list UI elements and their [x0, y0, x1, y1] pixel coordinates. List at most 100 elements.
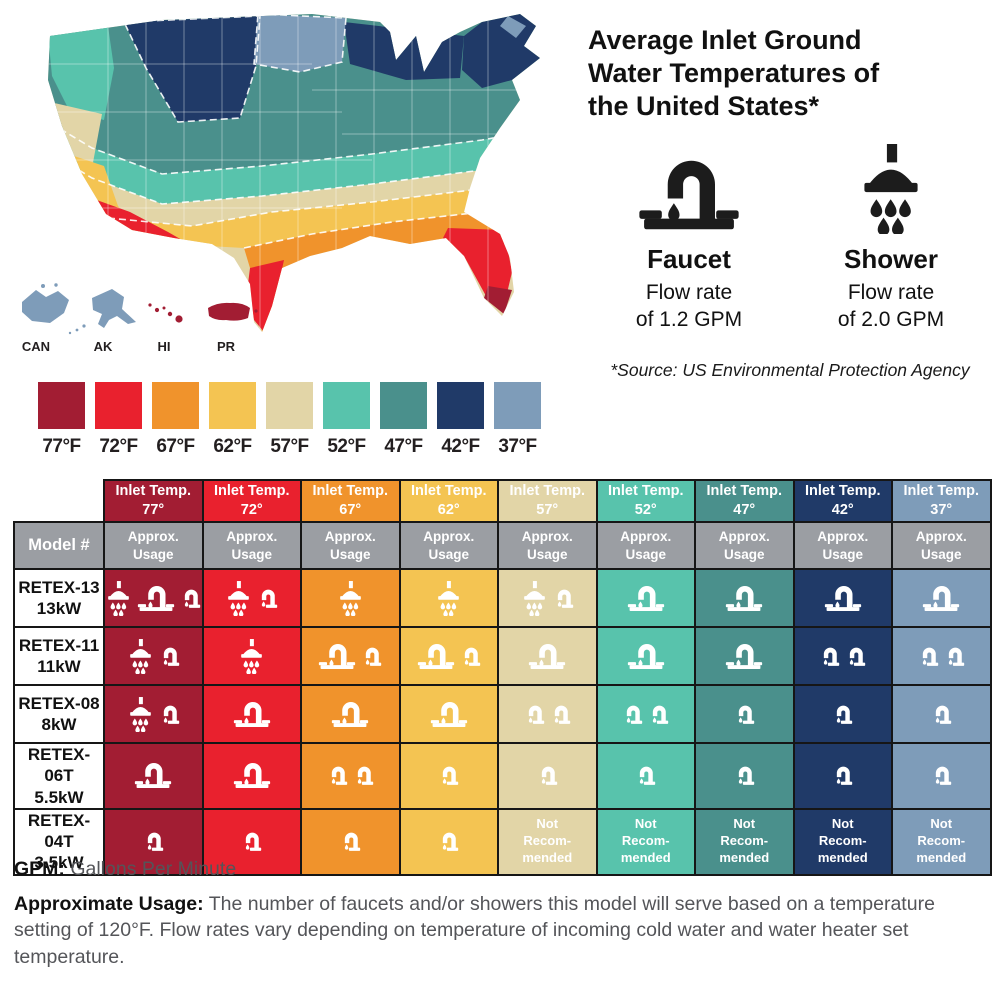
- model-cell: RETEX-04T 3.5kW: [13, 807, 105, 876]
- model-name: RETEX-06T: [27, 745, 91, 786]
- usage-cell: [300, 807, 401, 876]
- model-number-header: Model #: [13, 521, 105, 570]
- usage-icons: [499, 702, 596, 727]
- inlet-temp-header-value: 67°: [339, 502, 362, 518]
- shower-icon: [856, 144, 926, 234]
- usage-icons: [401, 829, 498, 854]
- approx-usage-header: Approx. Usage: [300, 521, 401, 570]
- faucet-sm-icon: [550, 702, 571, 727]
- usage-icons: [105, 829, 202, 854]
- faucet-sm-icon: [931, 763, 952, 788]
- inlet-temp-header-prefix: Inlet Temp.: [214, 483, 290, 500]
- page-title: Average Inlet Ground Water Temperatures …: [588, 24, 992, 124]
- legend-swatch: [209, 382, 256, 429]
- usage-icons: [204, 700, 301, 729]
- legend-item: 67°F: [152, 382, 199, 458]
- zone-72-florida: [442, 228, 512, 306]
- shower-icon: [127, 697, 154, 732]
- usage-icons: [795, 702, 892, 727]
- not-recommended-text: Not Recom-mended: [696, 816, 793, 867]
- title-line: the United States*: [588, 91, 820, 122]
- inlet-temp-header-prefix: Inlet Temp.: [805, 483, 881, 500]
- faucet-sm-icon: [159, 644, 180, 669]
- faucet-sm-icon: [257, 586, 278, 611]
- usage-icons: [893, 584, 990, 613]
- not-recommended-line: mended: [522, 850, 573, 866]
- faucet-sm-icon: [819, 644, 840, 669]
- model-cell: RETEX-11 11kW: [13, 626, 105, 686]
- model-power: 8kW: [41, 715, 77, 734]
- faucet-icon: [922, 584, 960, 613]
- legend-label: 62°F: [213, 436, 252, 457]
- not-recommended-line: Not: [831, 816, 854, 832]
- faucet-sm-icon: [361, 644, 382, 669]
- usage-icons: [105, 697, 202, 732]
- faucet-sm-icon: [524, 702, 545, 727]
- model-cell: RETEX-13 13kW: [13, 568, 105, 628]
- inlet-temp-header-value: 52°: [634, 502, 657, 518]
- legend-item: 47°F: [380, 382, 427, 458]
- legend-swatch: [437, 382, 484, 429]
- usage-icons: [893, 763, 990, 788]
- faucet-sm-icon: [832, 702, 853, 727]
- legend-item: 57°F: [266, 382, 313, 458]
- usage-icons: [401, 581, 498, 616]
- approx-usage-header-line: Approx.: [817, 528, 869, 544]
- approx-usage-header: Approx. Usage: [201, 521, 302, 570]
- inlet-temp-header: Inlet Temp. 47°: [694, 479, 795, 523]
- faucet-icon: [331, 700, 369, 729]
- inlet-temp-header: Inlet Temp. 77°: [103, 479, 204, 523]
- approx-usage-header: Approx. Usage: [497, 521, 598, 570]
- usage-icons: [598, 642, 695, 671]
- table-row: RETEX-06T 5.5kW: [13, 742, 992, 810]
- approx-usage-header-line: Approx.: [226, 528, 278, 544]
- inlet-temp-header-prefix: Inlet Temp.: [411, 483, 487, 500]
- inlet-temp-header-value: 42°: [831, 502, 854, 518]
- faucet-sm-icon: [635, 763, 656, 788]
- faucet-sm-icon: [159, 702, 180, 727]
- gpm-note-text: Gallons Per Minute: [64, 858, 237, 880]
- approx-usage-header-line: Approx.: [324, 528, 376, 544]
- inlet-temp-header: Inlet Temp. 72°: [201, 479, 302, 523]
- usage-cell: [398, 626, 499, 686]
- faucet-sm-icon: [734, 763, 755, 788]
- inlet-temp-header-value: 62°: [437, 502, 460, 518]
- usage-cell: Not Recom-mended: [694, 807, 795, 876]
- usage-cell: [497, 742, 598, 810]
- model-name: RETEX-04T: [27, 810, 91, 851]
- shower-icon: [225, 581, 252, 616]
- zone-72-stexas: [248, 260, 284, 332]
- usage-cell: [891, 568, 992, 628]
- usage-cell: [103, 568, 204, 628]
- inset-alaska: [68, 289, 136, 335]
- usage-cell: [694, 742, 795, 810]
- info-panel: Average Inlet Ground Water Temperatures …: [588, 24, 992, 381]
- usage-cell: [891, 742, 992, 810]
- usage-icons: [302, 642, 399, 671]
- usage-cell: [891, 626, 992, 686]
- usage-cell: [300, 684, 401, 744]
- usage-cell: Not Recom-mended: [792, 807, 893, 876]
- inset-label-hi: HI: [158, 339, 171, 354]
- approx-usage-header-line: Usage: [723, 546, 765, 562]
- usage-icons: [696, 702, 793, 727]
- inset-label-pr: PR: [217, 339, 236, 354]
- faucet-sm-icon: [734, 702, 755, 727]
- usage-icons: [302, 700, 399, 729]
- shower-label: Shower: [844, 243, 938, 274]
- faucet-sm-icon: [648, 702, 669, 727]
- legend-item: 42°F: [437, 382, 484, 458]
- approx-usage-header-line: Usage: [822, 546, 864, 562]
- faucet-sm-icon: [931, 702, 952, 727]
- inlet-temp-header: Inlet Temp. 67°: [300, 479, 401, 523]
- usage-icons: [105, 761, 202, 790]
- faucet-icon: [318, 642, 356, 671]
- inlet-temp-header-prefix: Inlet Temp.: [608, 483, 684, 500]
- usage-icons: [204, 761, 301, 790]
- approx-usage-header: Approx. Usage: [891, 521, 992, 570]
- title-line: Water Temperatures of: [588, 58, 880, 89]
- usage-note-label: Approximate Usage:: [14, 893, 204, 915]
- model-power: 13kW: [36, 599, 82, 618]
- zone-57-norcal: [50, 102, 102, 168]
- usage-icons: [893, 644, 990, 669]
